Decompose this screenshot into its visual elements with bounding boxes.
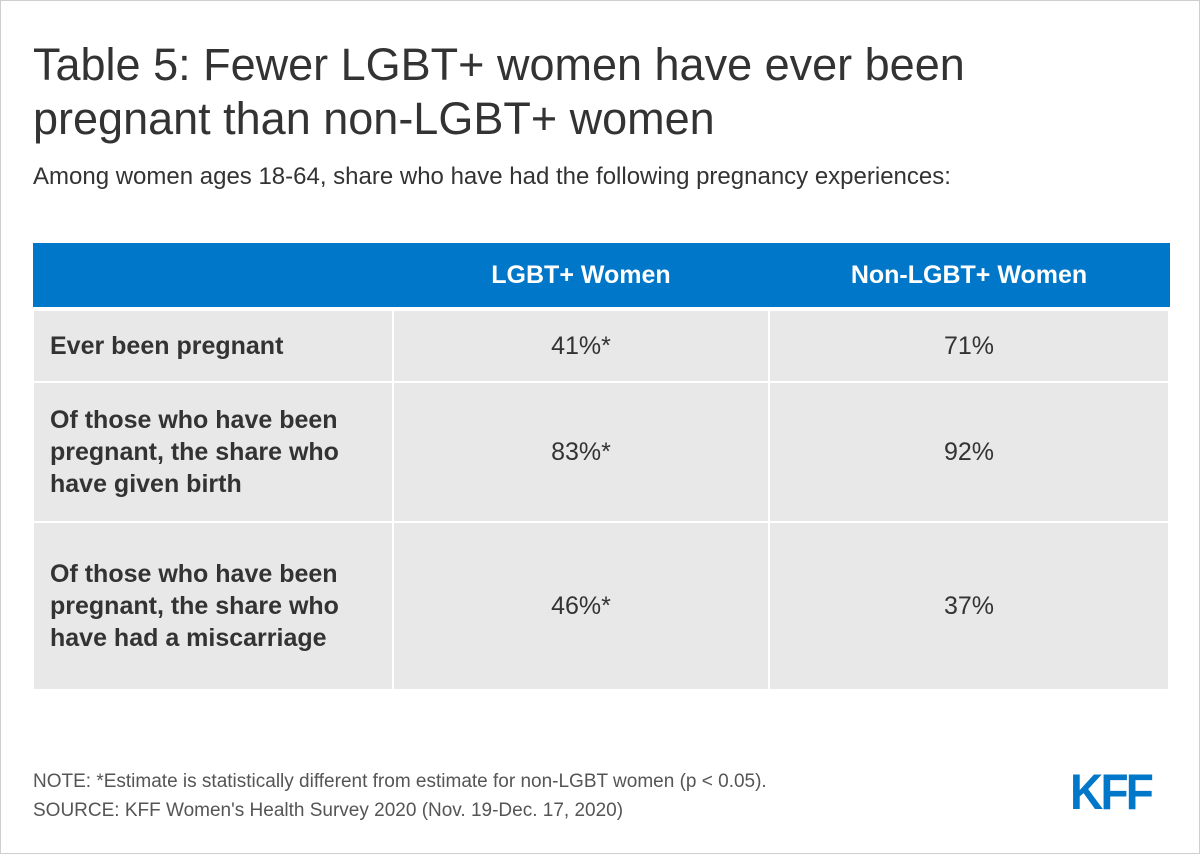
- row-label: Of those who have been pregnant, the sha…: [32, 381, 394, 523]
- kff-logo: KFF: [1070, 764, 1154, 820]
- cell-non-lgbt-value: 92%: [768, 381, 1170, 523]
- table-header-row: LGBT+ Women Non-LGBT+ Women: [33, 243, 1170, 307]
- source-text: SOURCE: KFF Women's Health Survey 2020 (…: [33, 800, 624, 821]
- header-cell-non-lgbt: Non-LGBT+ Women: [769, 243, 1170, 307]
- table-row: Of those who have been pregnant, the sha…: [32, 521, 1170, 691]
- footnote: NOTE: *Estimate is statistically differe…: [33, 767, 767, 825]
- cell-lgbt-value: 83%*: [392, 381, 770, 523]
- header-cell-empty: [33, 243, 394, 307]
- note-text: NOTE: *Estimate is statistically differe…: [33, 771, 767, 792]
- cell-non-lgbt-value: 37%: [768, 521, 1170, 691]
- cell-lgbt-value: 41%*: [392, 309, 770, 383]
- table-row: Ever been pregnant 41%* 71%: [32, 309, 1170, 383]
- table-row: Of those who have been pregnant, the sha…: [32, 381, 1170, 523]
- chart-subtitle: Among women ages 18-64, share who have h…: [33, 163, 951, 190]
- row-label: Ever been pregnant: [32, 309, 394, 383]
- cell-non-lgbt-value: 71%: [768, 309, 1170, 383]
- cell-lgbt-value: 46%*: [392, 521, 770, 691]
- data-table: LGBT+ Women Non-LGBT+ Women Ever been pr…: [32, 243, 1170, 691]
- chart-title: Table 5: Fewer LGBT+ women have ever bee…: [33, 39, 965, 144]
- row-label: Of those who have been pregnant, the sha…: [32, 521, 394, 691]
- header-cell-lgbt: LGBT+ Women: [393, 243, 770, 307]
